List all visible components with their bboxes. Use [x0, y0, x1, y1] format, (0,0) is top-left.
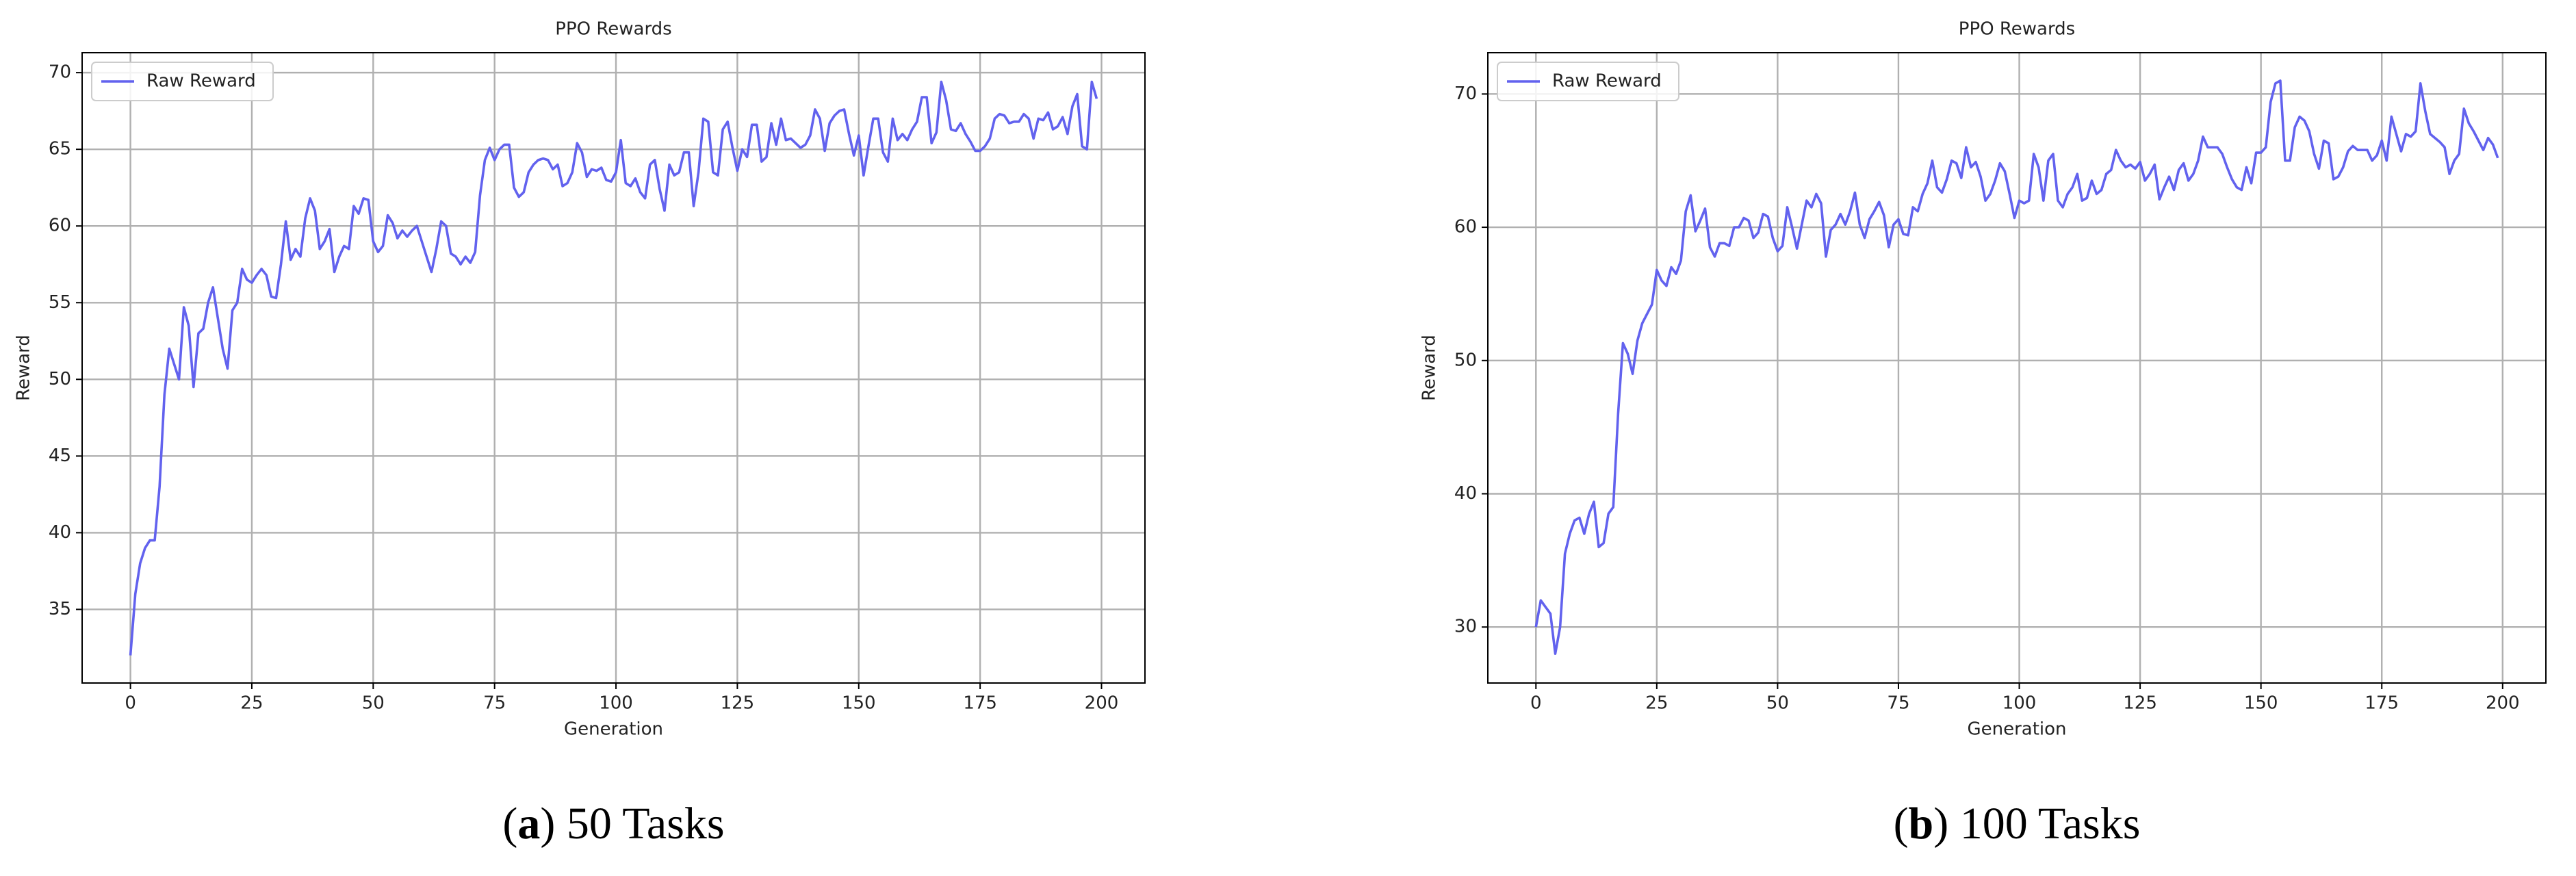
caption: (b) 100 Tasks [1894, 799, 2141, 849]
y-tick-label: 70 [1454, 83, 1477, 104]
x-tick-label: 175 [963, 693, 997, 714]
y-tick-label: 50 [1454, 350, 1477, 370]
legend-box [1497, 62, 1679, 101]
x-axis-label: Generation [1967, 719, 2066, 740]
x-tick-label: 125 [721, 693, 755, 714]
x-tick-label: 75 [1887, 693, 1909, 714]
y-tick-label: 50 [49, 369, 71, 389]
plot-frame [1487, 52, 2547, 684]
x-tick-label: 25 [240, 693, 263, 714]
legend-label: Raw Reward [146, 71, 256, 92]
x-tick-label: 75 [483, 693, 506, 714]
caption-paren: ) [1933, 799, 1959, 849]
x-tick-label: 150 [842, 693, 876, 714]
chart: 0 25 50 75 100 125 150 175 200 30 40 50 60 70 PPO Rewa… [1419, 19, 2547, 849]
y-tick-label: 35 [49, 599, 71, 619]
y-tick-label: 70 [49, 62, 71, 83]
y-tick-label: 30 [1454, 617, 1477, 637]
x-tick-label: 175 [2365, 693, 2399, 714]
caption-text: 50 Tasks [567, 799, 725, 849]
caption-paren: ( [502, 799, 517, 849]
x-axis-label: Generation [564, 719, 663, 740]
caption-text: 100 Tasks [1960, 799, 2141, 849]
y-tick-label: 60 [1454, 217, 1477, 237]
plot-frame [81, 52, 1146, 684]
caption: (a) 50 Tasks [502, 799, 724, 849]
x-tick-label: 200 [1085, 693, 1119, 714]
x-tick-label: 50 [1766, 693, 1789, 714]
y-tick-label: 40 [49, 522, 71, 543]
x-tick-label: 50 [362, 693, 385, 714]
x-tick-label: 100 [599, 693, 633, 714]
legend-label: Raw Reward [1552, 71, 1662, 92]
line-series [1534, 79, 2499, 655]
y-tick-label: 45 [49, 446, 71, 466]
y-tick-label: 60 [49, 216, 71, 236]
x-tick-label: 0 [1530, 693, 1542, 714]
chart-title: PPO Rewards [555, 19, 671, 40]
y-tick-label: 55 [49, 292, 71, 313]
chart-title: PPO Rewards [1959, 19, 2075, 40]
y-axis-label: Reward [1419, 335, 1440, 401]
y-tick-label: 65 [49, 139, 71, 159]
caption-label: b [1909, 799, 1934, 849]
x-tick-label: 100 [2002, 693, 2037, 714]
legend-box [91, 62, 274, 101]
caption-label: a [517, 799, 540, 849]
y-axis-label: Reward [14, 335, 34, 401]
caption-paren: ( [1894, 799, 1909, 849]
x-tick-label: 200 [2486, 693, 2520, 714]
line-series [129, 80, 1098, 656]
x-tick-label: 25 [1645, 693, 1668, 714]
y-tick-label: 40 [1454, 483, 1477, 504]
x-tick-label: 0 [125, 693, 136, 714]
chart: 0 25 50 75 100 125 150 175 200 35 40 45 50 55 60 65 70 PP… [14, 19, 1146, 849]
caption-paren: ) [540, 799, 566, 849]
x-tick-label: 125 [2123, 693, 2157, 714]
x-tick-label: 150 [2244, 693, 2278, 714]
